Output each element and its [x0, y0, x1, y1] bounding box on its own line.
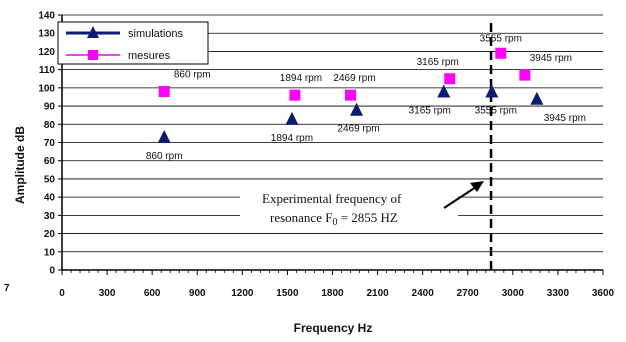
legend-marker-mesures: [88, 50, 98, 60]
measurement-point-label: 3165 rpm: [417, 57, 459, 68]
x-axis-title: Frequency Hz: [294, 321, 373, 335]
simulation-point-label: 3945 rpm: [544, 113, 586, 124]
measurement-point-label: 3945 rpm: [530, 53, 572, 64]
simulation-point: [485, 84, 499, 98]
legend-label-mesures: mesures: [128, 50, 171, 62]
x-tick-label: 2100: [366, 288, 389, 299]
x-tick-label: 2400: [412, 288, 435, 299]
y-tick-label: 100: [38, 83, 55, 94]
annotation-background: [240, 186, 458, 232]
y-tick-label: 50: [44, 174, 56, 185]
x-tick-label: 0: [59, 288, 65, 299]
y-tick-label: 10: [44, 247, 56, 258]
point-labels: 860 rpm 1894 rpm 2469 rpm 3165 rpm 3555 rpm 3…: [146, 33, 586, 162]
measurement-point: [495, 47, 507, 59]
y-tick-label: 40: [44, 193, 56, 204]
annotation-arrow-shaft: [443, 186, 477, 209]
y-tick-label: 110: [39, 65, 56, 76]
simulation-point-label: 2469 rpm: [337, 124, 379, 135]
simulation-point-label: 3165 rpm: [409, 106, 451, 117]
series-markers: [157, 47, 544, 144]
y-tick-label: 60: [44, 156, 56, 167]
x-tick-label: 300: [99, 288, 116, 299]
x-axis-ticks: 0 300 600 900 1200 1500 1800 2100 2400 2700 3000 33…: [59, 270, 615, 299]
y-tick-label: 30: [44, 211, 56, 222]
resonance-annotation: Experimental frequency of resonance F0 =…: [240, 181, 484, 232]
measurement-point-label: 3555 rpm: [480, 33, 522, 44]
measurement-point-label: 1894 rpm: [280, 73, 322, 84]
measurement-point-label: 860 rpm: [174, 70, 211, 81]
y-tick-label: 140: [38, 11, 55, 22]
simulation-point: [437, 84, 451, 98]
measurement-point: [345, 89, 357, 101]
annotation-arrow-head: [470, 181, 484, 192]
measurement-point: [444, 73, 456, 85]
annotation-line1: Experimental frequency of: [262, 191, 402, 206]
simulation-point-label: 3555 rpm: [475, 106, 517, 117]
simulation-point: [350, 102, 364, 116]
y-tick-label: 0: [49, 266, 55, 277]
simulation-point-label: 860 rpm: [146, 151, 183, 162]
y-tick-label: 120: [38, 47, 55, 58]
measurement-point: [519, 69, 531, 81]
y-tick-label: 20: [44, 229, 56, 240]
x-tick-label: 3600: [592, 288, 615, 299]
legend-box: [57, 21, 209, 65]
y-tick-label: 70: [44, 138, 56, 149]
corner-mark: 7: [4, 283, 10, 294]
measurement-point: [289, 89, 301, 101]
x-tick-label: 900: [189, 288, 206, 299]
y-tick-label: 80: [44, 120, 56, 131]
annotation-line2: resonance F0 = 2855 HZ: [270, 210, 398, 228]
x-tick-label: 2700: [457, 288, 480, 299]
x-tick-label: 600: [144, 288, 161, 299]
measurement-point: [158, 86, 170, 97]
x-tick-label: 3300: [547, 288, 570, 299]
x-tick-label: 1200: [231, 288, 254, 299]
measurement-point-label: 2469 rpm: [333, 73, 375, 84]
y-tick-label: 90: [44, 102, 56, 113]
legend-marker-simulations: [87, 26, 99, 38]
y-axis-title: Amplitude dB: [13, 126, 27, 204]
simulation-point-label: 1894 rpm: [271, 133, 313, 144]
legend-label-simulations: simulations: [128, 28, 184, 40]
x-tick-label: 3000: [502, 288, 525, 299]
simulation-point: [285, 111, 299, 125]
simulation-point: [530, 91, 544, 105]
simulation-point: [157, 130, 171, 144]
legend: simulations mesures: [57, 21, 209, 65]
x-tick-label: 1800: [321, 288, 344, 299]
y-tick-label: 130: [38, 29, 55, 40]
x-tick-label: 1500: [276, 288, 299, 299]
